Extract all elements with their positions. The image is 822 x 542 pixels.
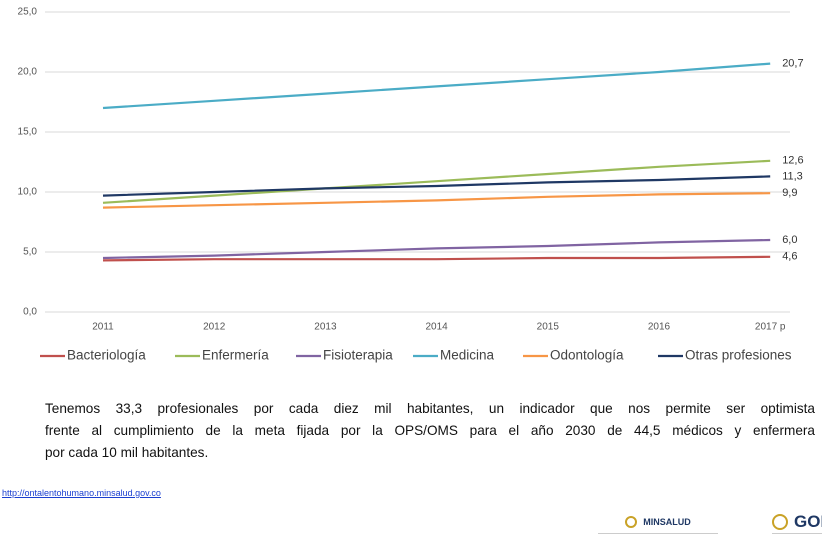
text-line: Tenemos 33,3 profesionales por cada diez… <box>45 401 815 416</box>
legend-label: Medicina <box>440 348 495 363</box>
value-label: 9,9 <box>782 187 797 199</box>
y-tick-label: 15,0 <box>18 127 38 138</box>
x-tick-label: 2015 <box>537 322 560 333</box>
x-tick-label: 2017 p <box>755 322 786 333</box>
value-label: 12,6 <box>782 155 803 167</box>
x-tick-label: 2014 <box>425 322 448 333</box>
value-label: 4,6 <box>782 251 797 263</box>
series-line <box>102 159 771 204</box>
series-line <box>102 62 771 110</box>
y-tick-label: 20,0 <box>18 67 38 78</box>
logo-text: MINSALUD <box>643 517 691 527</box>
y-tick-label: 5,0 <box>23 247 37 258</box>
legend-label: Odontología <box>550 348 624 363</box>
x-tick-label: 2013 <box>314 322 337 333</box>
legend-label: Bacteriología <box>67 348 146 363</box>
text-line: por cada 10 mil habitantes. <box>45 445 209 460</box>
legend-label: Enfermería <box>202 348 269 363</box>
series-line <box>102 175 771 197</box>
y-tick-label: 10,0 <box>18 187 38 198</box>
legend-label: Otras profesiones <box>685 348 792 363</box>
text-line: frente al cumplimiento de la meta fijada… <box>45 423 815 438</box>
legend-label: Fisioterapia <box>323 348 393 363</box>
series-line <box>102 192 771 209</box>
value-label: 6,0 <box>782 234 797 246</box>
x-tick-label: 2011 <box>92 322 114 333</box>
logo-gov: GOI <box>772 511 822 534</box>
value-label: 11,3 <box>782 170 803 182</box>
chart: 0,0 5,0 10,0 15,0 20,0 25,0 2011 2012 2013 2014 20… <box>18 7 804 363</box>
source-link[interactable]: http://ontalentohumano.minsalud.gov.co <box>2 488 161 498</box>
x-tick-label: 2016 <box>648 322 671 333</box>
series-line <box>102 238 771 260</box>
logo-text: GOI <box>794 512 822 531</box>
y-tick-label: 25,0 <box>18 7 38 18</box>
series-line <box>102 255 771 262</box>
value-label: 20,7 <box>782 58 803 70</box>
x-tick-label: 2012 <box>203 322 226 333</box>
logo-minsalud: MINSALUD <box>598 511 718 534</box>
y-tick-label: 0,0 <box>23 307 37 318</box>
paragraph: Tenemos 33,3 profesionales por cada diez… <box>45 398 815 464</box>
